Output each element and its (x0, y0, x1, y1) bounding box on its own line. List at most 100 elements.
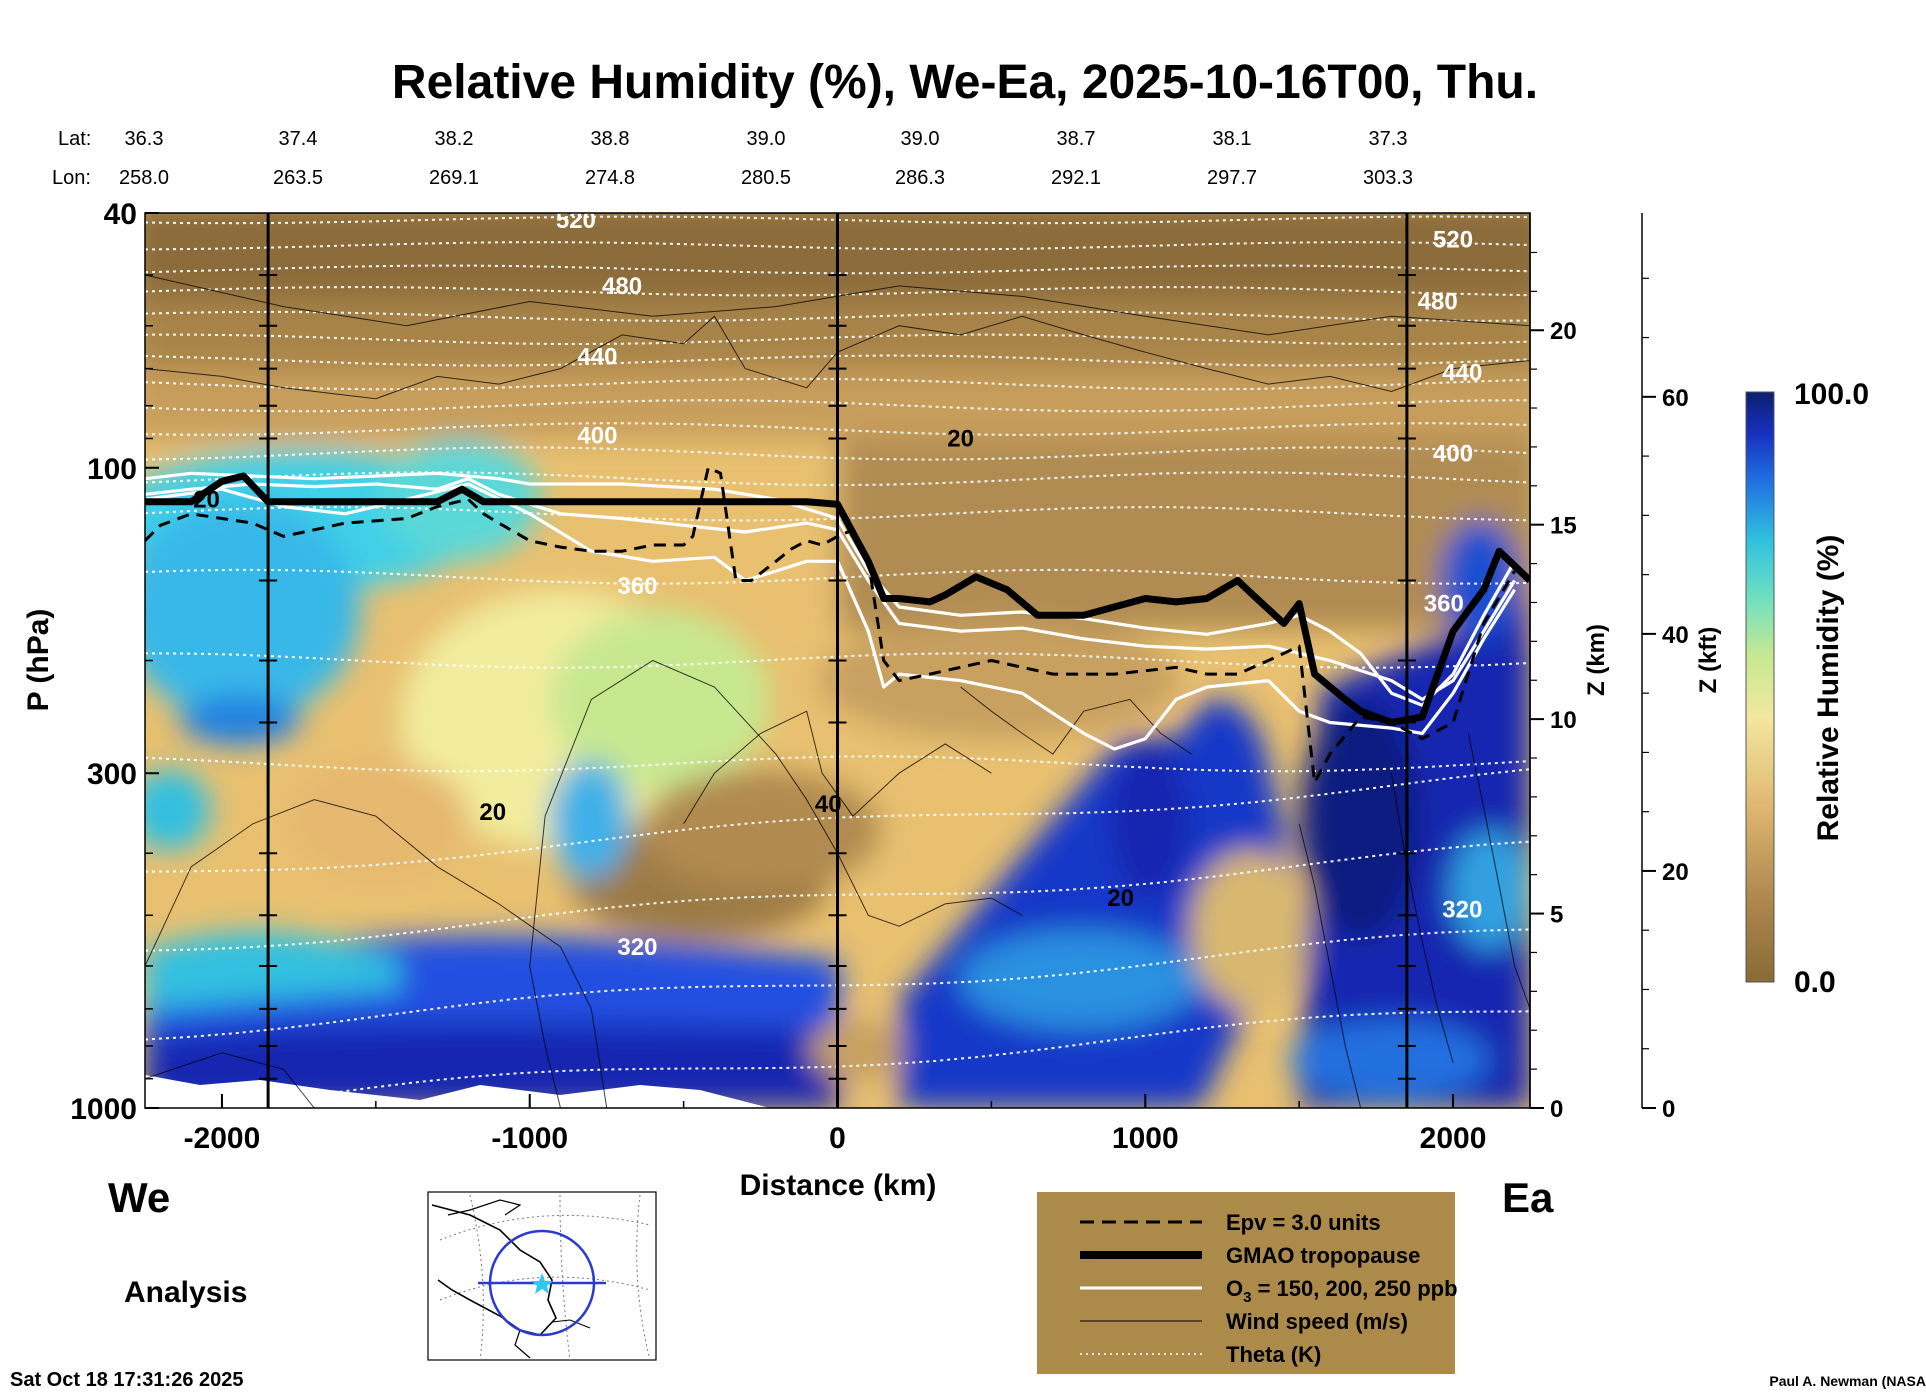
x-tick-label: 1000 (1112, 1122, 1179, 1155)
z-km-tick-label: 20 (1550, 318, 1577, 345)
wind-contour (1467, 733, 1530, 1009)
z-kft-tick-label: 20 (1662, 859, 1689, 886)
colorbar-min: 0.0 (1794, 966, 1836, 999)
theta-label: 480 (602, 273, 642, 300)
theta-label: 360 (1424, 591, 1464, 618)
x-axis-label: Distance (km) (740, 1169, 937, 1202)
lat-values: 36.3 37.4 38.2 38.8 39.0 39.0 38.7 38.1 37.3 (125, 128, 1408, 150)
legend-label: Theta (K) (1226, 1342, 1321, 1367)
colorbar (1745, 391, 1775, 983)
z-kft-tick-label: 60 (1662, 385, 1689, 412)
credit: Paul A. Newman (NASA (1769, 1373, 1926, 1389)
analysis-label: Analysis (124, 1276, 247, 1309)
theta-label: 520 (1433, 227, 1473, 254)
legend-label: GMAO tropopause (1226, 1243, 1420, 1268)
lon-value: 292.1 (1051, 167, 1101, 189)
theta-label: 360 (617, 573, 657, 600)
legend-label: Wind speed (m/s) (1226, 1309, 1408, 1334)
theta-contour (145, 568, 1530, 585)
theta-labels: 520 480 440 400 360 320 520 480 440 400 360 320 (556, 207, 1482, 961)
wind-label: 20 (193, 486, 220, 513)
wind-contour (145, 1052, 315, 1108)
x-axis: -2000 -1000 0 1000 2000 (184, 1094, 1487, 1155)
lat-value: 37.4 (279, 128, 318, 150)
lat-value: 37.3 (1369, 128, 1408, 150)
lat-value: 36.3 (125, 128, 164, 150)
x-tick-label: -2000 (184, 1122, 261, 1155)
wind-contour (145, 799, 608, 1108)
z-kft-tick-label: 40 (1662, 622, 1689, 649)
lat-value: 38.1 (1213, 128, 1252, 150)
wind-labels: 20 20 40 20 20 (193, 425, 1134, 912)
wind-contour (683, 710, 992, 825)
x-tick-label: 0 (829, 1122, 846, 1155)
theta-label: 400 (1433, 441, 1473, 468)
lon-values: 258.0 263.5 269.1 274.8 280.5 286.3 292.1 297.7… (119, 167, 1413, 189)
wind-label: 20 (947, 425, 974, 452)
lat-value: 38.7 (1057, 128, 1096, 150)
wind-label: 40 (815, 791, 842, 818)
theta-label: 440 (1442, 360, 1482, 387)
lat-value: 39.0 (747, 128, 786, 150)
z-km-tick-label: 10 (1550, 707, 1577, 734)
z-km-axis: 0 5 10 15 20 (1529, 213, 1577, 1123)
wind-contour (145, 315, 1530, 400)
series-o3-200-ppb (145, 477, 1516, 701)
theta-label: 520 (556, 207, 596, 234)
y-tick-label: 1000 (70, 1093, 137, 1126)
y-tick-label: 300 (87, 758, 137, 791)
y-axis: 40 100 300 1000 (70, 198, 159, 1126)
timestamp: Sat Oct 18 17:31:26 2025 (10, 1369, 244, 1391)
section-lines (259, 213, 1416, 1108)
theta-contour (145, 471, 1530, 487)
wind-contour (1391, 773, 1454, 1063)
z-km-tick-label: 15 (1550, 513, 1577, 540)
theta-label: 320 (1442, 897, 1482, 924)
lon-value: 286.3 (895, 167, 945, 189)
humidity-field (145, 213, 1530, 1108)
series-o3-150-ppb (145, 471, 1516, 707)
y-tick-label: 40 (104, 198, 137, 231)
chart-title: Relative Humidity (%), We-Ea, 2025-10-16… (392, 56, 1538, 109)
lon-label: Lon: (52, 167, 91, 189)
wind-contour (1298, 823, 1362, 1108)
colorbar-label: Relative Humidity (%) (1812, 535, 1845, 842)
series-gmao-tropopause (145, 472, 1530, 726)
z-km-tick-label: 5 (1550, 902, 1563, 929)
y-axis-label: P (hPa) (22, 609, 55, 712)
theta-label: 320 (617, 934, 657, 961)
locator-map (427, 1191, 657, 1361)
overlay-series (145, 466, 1530, 784)
lon-value: 303.3 (1363, 167, 1413, 189)
lon-value: 280.5 (741, 167, 791, 189)
lon-value: 258.0 (119, 167, 169, 189)
lon-value: 269.1 (429, 167, 479, 189)
lon-value: 274.8 (585, 167, 635, 189)
lat-value: 39.0 (901, 128, 940, 150)
series-epv-3-0-units (145, 466, 1516, 784)
x-tick-label: 2000 (1420, 1122, 1487, 1155)
lat-label: Lat: (58, 128, 91, 150)
x-tick-label: -1000 (491, 1122, 568, 1155)
wind-label: 20 (479, 799, 506, 826)
west-label: We (108, 1174, 170, 1221)
z-km-label: Z (km) (1583, 624, 1610, 696)
z-kft-label: Z (kft) (1695, 627, 1722, 694)
wind-label: 20 (1107, 885, 1134, 912)
lat-value: 38.2 (435, 128, 474, 150)
theta-label: 440 (577, 343, 617, 370)
theta-label: 400 (577, 422, 617, 449)
z-kft-tick-label: 0 (1662, 1096, 1675, 1123)
lon-value: 263.5 (273, 167, 323, 189)
z-kft-axis: 0 20 40 60 (1641, 213, 1689, 1123)
lon-value: 297.7 (1207, 167, 1257, 189)
east-label: Ea (1502, 1174, 1554, 1221)
theta-label: 480 (1418, 289, 1458, 316)
wind-contour (529, 659, 1023, 1108)
lat-value: 38.8 (591, 128, 630, 150)
colorbar-max: 100.0 (1794, 378, 1869, 411)
series-o3-250-ppb (145, 482, 1516, 751)
z-km-tick-label: 0 (1550, 1096, 1563, 1123)
